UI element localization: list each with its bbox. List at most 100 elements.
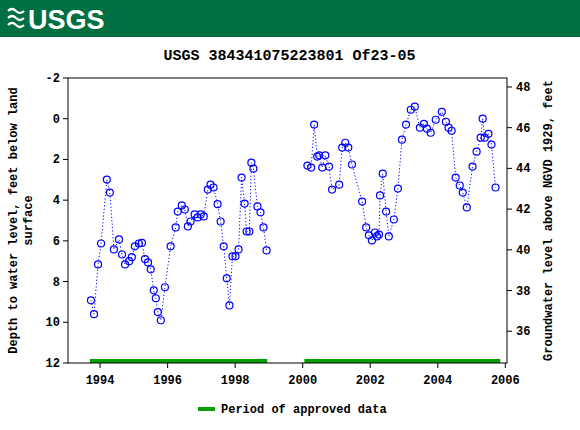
data-point	[98, 240, 105, 247]
data-point	[448, 127, 455, 134]
data-point	[359, 198, 366, 205]
data-point	[383, 208, 390, 215]
y2-tick-label: 38	[516, 285, 530, 299]
data-point	[438, 108, 445, 115]
x-tick-label: 2002	[356, 374, 385, 388]
data-point	[145, 259, 152, 266]
y-tick	[63, 200, 68, 201]
x-tick	[437, 363, 438, 368]
y-tick-label: 6	[53, 235, 60, 249]
x-tick	[235, 363, 236, 368]
data-point	[106, 189, 113, 196]
data-point	[87, 297, 94, 304]
data-point	[336, 181, 343, 188]
data-point	[492, 184, 499, 191]
y-tick-label: 12	[46, 357, 60, 371]
data-point	[485, 130, 492, 137]
data-point	[232, 253, 239, 260]
plot-frame	[68, 78, 507, 363]
data-point	[150, 287, 157, 294]
data-point	[308, 164, 315, 171]
y2-tick-label: 44	[516, 162, 530, 176]
data-point	[348, 161, 355, 168]
y-tick	[63, 78, 68, 79]
data-point	[488, 141, 495, 148]
data-point	[394, 185, 401, 192]
data-point	[379, 170, 386, 177]
y2-tick-label: 46	[516, 122, 530, 136]
y-tick	[63, 118, 68, 119]
y-tick-label: 4	[53, 194, 60, 208]
y-label: Depth to water level, feet below landsur…	[7, 87, 36, 353]
data-point	[416, 124, 423, 131]
y-label-line: surface	[22, 195, 36, 245]
data-point	[319, 164, 326, 171]
y-tick-label: 10	[46, 316, 60, 330]
y-tick-label: 2	[53, 153, 60, 167]
data-point	[220, 243, 227, 250]
series-line	[91, 107, 496, 321]
logo-wave	[8, 9, 24, 13]
data-point	[473, 148, 480, 155]
data-point	[246, 228, 253, 235]
data-point	[119, 251, 126, 258]
data-point	[459, 189, 466, 196]
data-point	[385, 233, 392, 240]
data-point	[345, 144, 352, 151]
data-point	[376, 231, 383, 238]
y-tick-label: -2	[46, 72, 60, 86]
logo-mark	[8, 9, 24, 27]
y-tick	[63, 363, 68, 364]
data-point	[257, 209, 264, 216]
x-tick	[167, 363, 168, 368]
data-point	[161, 284, 168, 291]
data-point	[373, 233, 380, 240]
title: USGS 384341075223801 Of23-05	[163, 48, 415, 65]
data-point	[103, 176, 110, 183]
y2-tick	[507, 168, 512, 169]
legend: Period of approved data	[198, 403, 387, 417]
data-point	[172, 224, 179, 231]
data-point	[311, 121, 318, 128]
legend-label: Period of approved data	[221, 403, 387, 417]
data-point	[187, 218, 194, 225]
data-point	[181, 206, 188, 213]
data-point	[363, 224, 370, 231]
y-tick	[63, 281, 68, 282]
data-point	[452, 174, 459, 181]
y2-tick-label: 36	[516, 325, 530, 339]
data-point	[463, 204, 470, 211]
logo-text: USGS	[28, 5, 105, 35]
header-band	[0, 0, 580, 37]
data-point	[250, 165, 257, 172]
data-point	[223, 275, 230, 282]
data-point	[115, 236, 122, 243]
approved-period-bar	[90, 359, 500, 363]
data-point	[427, 129, 434, 136]
data-point	[238, 174, 245, 181]
y-tick-label: 8	[53, 276, 60, 290]
data-point	[456, 182, 463, 189]
data-point	[377, 192, 384, 199]
x-tick-label: 2000	[288, 374, 317, 388]
data-point	[260, 224, 267, 231]
data-point	[128, 254, 135, 261]
data-point	[210, 184, 217, 191]
data-point	[138, 239, 145, 246]
data-point	[147, 266, 154, 273]
data-point	[214, 201, 221, 208]
y-tick	[63, 159, 68, 160]
y2-tick	[507, 209, 512, 210]
x-tick	[100, 363, 101, 368]
logo-wave	[8, 23, 24, 27]
data-point	[403, 121, 410, 128]
x-tick	[370, 363, 371, 368]
x-tick-label: 1996	[153, 374, 182, 388]
y2-tick	[507, 127, 512, 128]
x-tick	[505, 363, 506, 368]
data-point	[241, 200, 248, 207]
data-point	[154, 309, 161, 316]
data-point	[110, 246, 117, 253]
data-point	[226, 302, 233, 309]
x-tick-label: 1994	[86, 374, 115, 388]
